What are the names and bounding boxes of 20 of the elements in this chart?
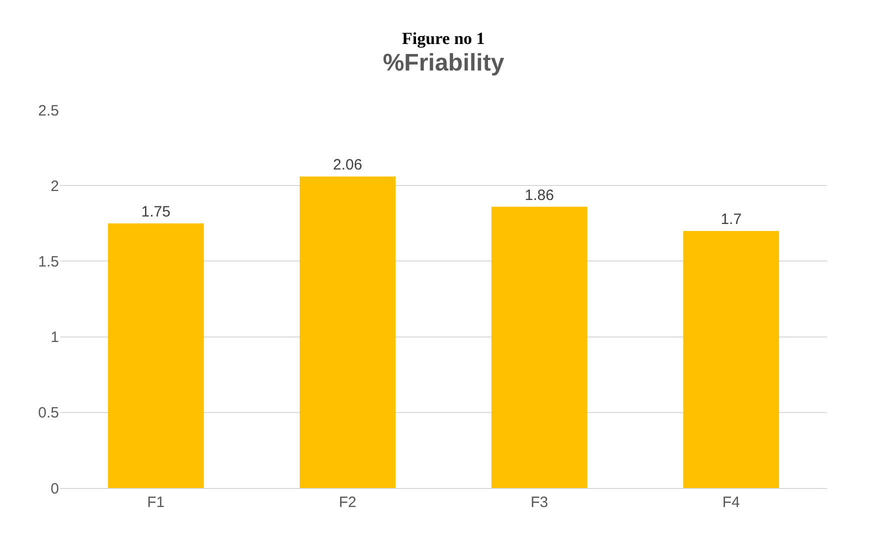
data-label: 1.7: [720, 210, 742, 228]
data-label: 2.06: [333, 156, 362, 174]
x-tick-label: F2: [338, 494, 356, 511]
y-tick-label: 0.5: [38, 404, 59, 422]
bar: [491, 206, 588, 488]
y-tick-label: 1: [50, 329, 59, 346]
data-label: 1.86: [524, 186, 554, 204]
x-tick-label: F3: [530, 494, 548, 511]
bar: [108, 223, 204, 488]
y-tick-label: 0: [50, 480, 59, 498]
x-tick-label: F1: [147, 494, 165, 511]
text: Figure no 1: [402, 29, 485, 48]
bar: [300, 176, 396, 488]
data-label: 1.75: [141, 203, 170, 220]
y-tick-label: 1.5: [38, 253, 59, 270]
chart-title: %Friability: [382, 50, 505, 77]
y-tick-label: 2: [50, 178, 59, 195]
bar: [683, 230, 780, 488]
y-tick-label: 2.5: [38, 102, 59, 120]
x-tick-label: F4: [722, 494, 740, 511]
